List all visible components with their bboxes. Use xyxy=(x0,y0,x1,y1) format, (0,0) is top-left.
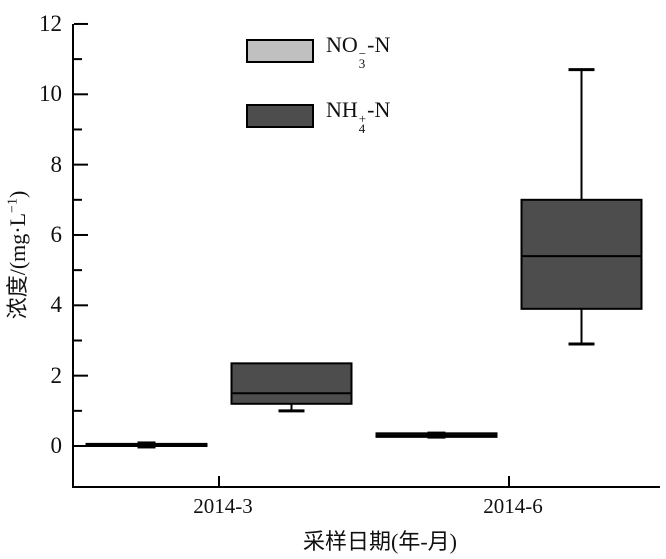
legend-label-no3-sub: 3 xyxy=(358,56,366,71)
y-tick-label: 2 xyxy=(50,362,63,388)
legend-item-nh4: NH +4 -N xyxy=(246,97,391,136)
legend-item-no3: NO −3 -N xyxy=(246,32,391,71)
y-tick-label: 4 xyxy=(50,292,63,318)
legend-label-nh4-suffix: -N xyxy=(367,97,391,122)
legend-label-nh4: NH +4 -N xyxy=(326,97,391,136)
box-NH₄⁺-N xyxy=(520,198,643,310)
y-tick-label: 10 xyxy=(39,81,62,107)
x-axis-title: 采样日期(年-月) xyxy=(303,529,457,554)
legend-label-no3-sup: − xyxy=(358,46,367,61)
mean-marker xyxy=(427,431,446,439)
legend-label-no3-prefix: NO xyxy=(326,32,358,57)
y-axis-title-superscript: −1 xyxy=(5,198,21,213)
y-axis-title-close: ) xyxy=(5,190,30,199)
x-tick-label: 2014-3 xyxy=(193,494,253,518)
legend-swatch-nh4 xyxy=(246,104,314,128)
mean-marker xyxy=(137,441,156,449)
legend-label-no3-charge: −3 xyxy=(358,46,367,71)
legend-swatch-no3 xyxy=(246,39,314,63)
x-tick-label: 2014-6 xyxy=(483,494,543,518)
legend-label-nh4-sub: 4 xyxy=(358,121,366,136)
y-tick-label: 12 xyxy=(39,10,62,36)
legend: NO −3 -N NH +4 -N xyxy=(246,32,391,136)
y-tick-label: 6 xyxy=(50,221,63,247)
legend-label-nh4-sup: + xyxy=(358,111,367,126)
legend-label-nh4-prefix: NH xyxy=(326,97,358,122)
legend-label-no3: NO −3 -N xyxy=(326,32,391,71)
y-tick-label: 0 xyxy=(50,433,63,458)
legend-label-nh4-charge: +4 xyxy=(358,111,367,136)
legend-label-no3-suffix: -N xyxy=(367,32,391,57)
y-tick-label: 8 xyxy=(50,151,63,177)
box-NH₄⁺-N xyxy=(230,362,353,405)
